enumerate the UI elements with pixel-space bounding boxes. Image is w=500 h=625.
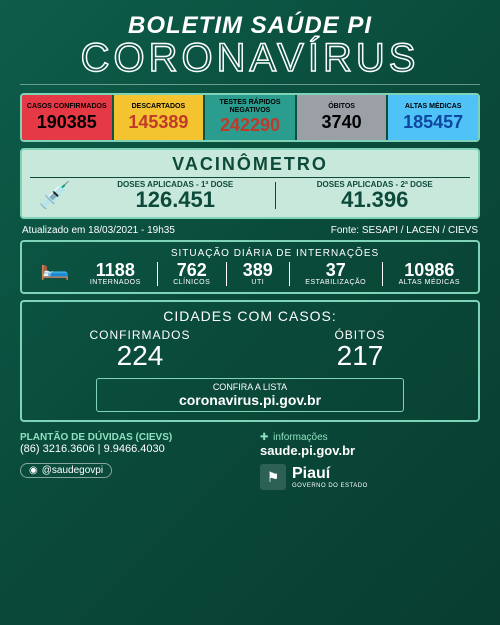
- stat-value: 145389: [116, 113, 202, 131]
- deaths-value: 217: [250, 342, 470, 370]
- top-stats-row: CASOS CONFIRMADOS 190385 DESCARTADOS 145389…: [20, 93, 480, 142]
- stat-label: CASOS CONFIRMADOS: [24, 103, 110, 111]
- hospital-panel: 🛏️ SITUAÇÃO DIÁRIA DE INTERNAÇÕES 1188IN…: [20, 240, 480, 294]
- info-label: informações: [273, 432, 327, 443]
- hospital-value: 10986: [399, 261, 460, 279]
- info-url: saude.pi.gov.br: [260, 443, 480, 458]
- divider: [275, 182, 276, 209]
- divider: [382, 262, 383, 286]
- hospital-item: 1188INTERNADOS: [86, 261, 145, 286]
- stat-box: TESTES RÁPIDOS NEGATIVOS 242290: [205, 95, 295, 140]
- hospital-label: CLÍNICOS: [173, 279, 210, 286]
- divider: [289, 262, 290, 286]
- stat-box: ALTAS MÉDICAS 185457: [388, 95, 478, 140]
- bulletin-subtitle: CORONAVÍRUS: [20, 38, 480, 78]
- hospital-label: ALTAS MÉDICAS: [399, 279, 460, 286]
- state-seal-icon: ⚑: [260, 464, 286, 490]
- stat-label: ALTAS MÉDICAS: [390, 103, 476, 111]
- update-source: Fonte: SESAPI / LACEN / CIEVS: [331, 225, 478, 236]
- confirmed-value: 224: [30, 342, 250, 370]
- hospital-value: 762: [173, 261, 210, 279]
- dose2-value: 41.396: [280, 189, 471, 211]
- stat-value: 242290: [207, 116, 293, 134]
- hospital-value: 37: [305, 261, 366, 279]
- stat-value: 3740: [299, 113, 385, 131]
- list-link-box: CONFIRA A LISTA coronavirus.pi.gov.br: [96, 378, 404, 412]
- divider: [20, 84, 480, 85]
- social-handle: ◉ @saudegovpi: [20, 463, 112, 478]
- stat-box: ÓBITOS 3740: [297, 95, 387, 140]
- stat-value: 190385: [24, 113, 110, 131]
- update-row: Atualizado em 18/03/2021 - 19h35 Fonte: …: [22, 225, 478, 236]
- stat-box: CASOS CONFIRMADOS 190385: [22, 95, 112, 140]
- vaccine-panel: VACINÔMETRO 💉 DOSES APLICADAS - 1ª DOSE …: [20, 148, 480, 219]
- stat-box: DESCARTADOS 145389: [114, 95, 204, 140]
- footer: PLANTÃO DE DÚVIDAS (CIEVS) (86) 3216.360…: [20, 432, 480, 490]
- confira-url: coronavirus.pi.gov.br: [100, 392, 400, 408]
- hospital-value: 389: [243, 261, 273, 279]
- phone-numbers: (86) 3216.3606 | 9.9466.4030: [20, 443, 240, 455]
- cities-panel: CIDADES COM CASOS: CONFIRMADOS 224 ÓBITO…: [20, 300, 480, 422]
- stat-label: DESCARTADOS: [116, 103, 202, 111]
- stat-label: TESTES RÁPIDOS NEGATIVOS: [207, 99, 293, 114]
- hospital-item: 762CLÍNICOS: [169, 261, 214, 286]
- confira-label: CONFIRA A LISTA: [100, 382, 400, 392]
- stat-label: ÓBITOS: [299, 103, 385, 111]
- vaccine-title: VACINÔMETRO: [30, 154, 470, 178]
- update-timestamp: Atualizado em 18/03/2021 - 19h35: [22, 225, 175, 236]
- state-name: Piauí: [292, 465, 330, 482]
- state-subtitle: GOVERNO DO ESTADO: [292, 483, 368, 489]
- divider: [157, 262, 158, 286]
- hospital-label: INTERNADOS: [90, 279, 141, 286]
- divider: [226, 262, 227, 286]
- social-icon: ◉: [29, 465, 38, 476]
- hospital-item: 389UTI: [239, 261, 277, 286]
- plantao-title: PLANTÃO DE DÚVIDAS (CIEVS): [20, 432, 240, 443]
- hospital-item: 37ESTABILIZAÇÃO: [301, 261, 370, 286]
- hospital-row: 1188INTERNADOS 762CLÍNICOS 389UTI 37ESTABIL…: [80, 261, 470, 286]
- plus-icon: ✚: [260, 432, 268, 443]
- hospital-bed-icon: 🛏️: [30, 253, 80, 282]
- cities-title: CIDADES COM CASOS:: [30, 308, 470, 324]
- dose1-value: 126.451: [80, 189, 271, 211]
- hospital-value: 1188: [90, 261, 141, 279]
- stat-value: 185457: [390, 113, 476, 131]
- social-text: @saudegovpi: [42, 465, 103, 476]
- hospital-item: 10986ALTAS MÉDICAS: [395, 261, 464, 286]
- hospital-label: ESTABILIZAÇÃO: [305, 279, 366, 286]
- syringe-icon: 💉: [30, 180, 80, 211]
- hospital-label: UTI: [243, 279, 273, 286]
- hospital-title: SITUAÇÃO DIÁRIA DE INTERNAÇÕES: [80, 248, 470, 259]
